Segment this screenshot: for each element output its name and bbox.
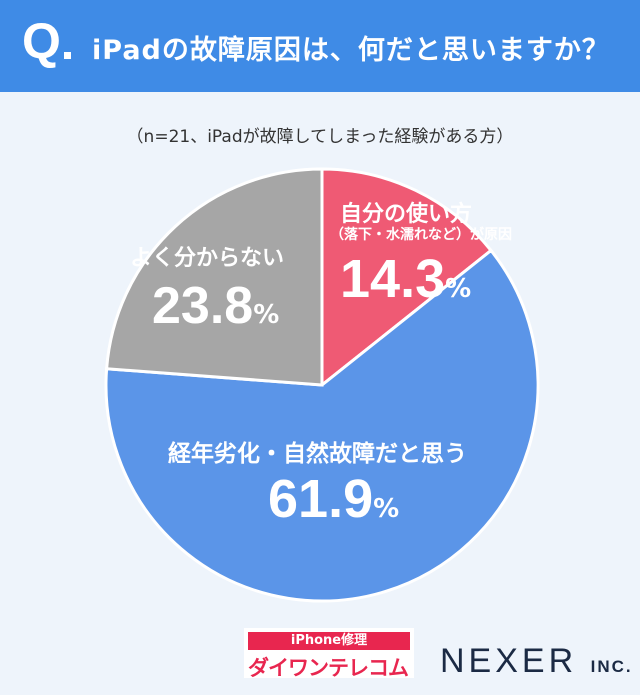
percent-sign: % <box>253 300 280 330</box>
logo-top-text: iPhone修理 <box>248 632 410 650</box>
logo-name: ダイワンテレコム <box>248 656 409 680</box>
slice-label-unknown: よく分からない <box>130 246 285 271</box>
header: Q iPadの故障原因は、何だと思いますか？ <box>0 0 640 92</box>
slice-aging <box>104 248 540 603</box>
nexer-logo: NEXER INC. <box>440 642 633 681</box>
subtitle: （n=21、iPadが故障してしまった経験がある方） <box>126 127 514 147</box>
percent-sign: % <box>445 274 472 304</box>
slice-value-aging: 61.9 <box>268 469 374 529</box>
slice-label-own-use: 自分の使い方 <box>340 202 473 227</box>
q-dot <box>64 52 71 59</box>
q-mark: Q <box>22 13 61 69</box>
slice-own-use <box>320 167 494 389</box>
slice-sublabel-own-use: （落下・水濡れなど）が原因 <box>330 227 512 243</box>
slice-value-own-use: 14.3 <box>340 249 446 309</box>
daiwan-telecom-logo: iPhone修理 ダイワンテレコム <box>244 628 414 680</box>
company-name: NEXER <box>440 642 578 680</box>
page-title: iPadの故障原因は、何だと思いますか？ <box>92 35 610 66</box>
slice-label-aging: 経年劣化・自然故障だと思う <box>168 441 467 467</box>
company-suffix: INC. <box>590 657 633 676</box>
slice-unknown <box>105 167 324 387</box>
percent-sign: % <box>373 494 400 524</box>
slice-value-unknown: 23.8 <box>152 277 254 335</box>
